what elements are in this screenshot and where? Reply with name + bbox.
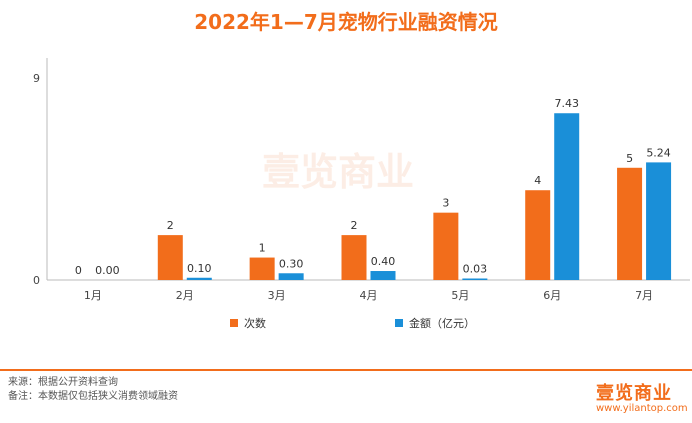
legend-label-0: 次数: [244, 316, 266, 330]
data-label-1-0: 0.00: [95, 264, 120, 277]
brand-logo: 壹览商业: [596, 383, 672, 404]
watermark: 壹览商业: [262, 150, 414, 194]
bar-0-1: [157, 235, 183, 280]
bar-1-3: [370, 271, 396, 280]
x-tick-label-5: 6月: [543, 289, 561, 302]
legend-swatch-0: [230, 319, 238, 327]
bar-0-2: [249, 257, 275, 280]
bar-0-5: [525, 190, 551, 280]
x-tick-label-4: 5月: [451, 289, 469, 302]
data-label-0-0: 0: [75, 264, 82, 277]
x-tick-label-3: 4月: [360, 289, 378, 302]
chart-title: 2022年1—7月宠物行业融资情况: [194, 10, 498, 34]
y-tick-label-1: 9: [33, 72, 40, 85]
bar-1-6: [646, 162, 672, 280]
x-tick-label-2: 3月: [268, 289, 286, 302]
bar-0-4: [433, 212, 459, 280]
data-label-1-5: 7.43: [554, 97, 579, 110]
x-tick-label-0: 1月: [84, 289, 102, 302]
bar-1-4: [462, 278, 488, 280]
legend-label-1: 金额（亿元）: [409, 316, 475, 330]
bar-1-5: [554, 113, 580, 280]
remark-note: 备注：本数据仅包括狭义消费领域融资: [8, 391, 178, 402]
data-label-1-1: 0.10: [187, 262, 212, 275]
source-note: 来源：根据公开资料查询: [8, 377, 118, 388]
data-label-0-4: 3: [442, 197, 449, 210]
bar-0-6: [617, 167, 643, 280]
data-label-0-5: 4: [534, 174, 541, 187]
brand-url[interactable]: www.yilantop.com: [596, 403, 688, 414]
data-label-1-2: 0.30: [279, 257, 304, 270]
footer-divider: [0, 369, 692, 371]
bar-1-2: [278, 273, 304, 280]
data-label-1-6: 5.24: [646, 146, 671, 159]
y-tick-label-0: 0: [33, 274, 40, 287]
data-label-0-2: 1: [259, 242, 266, 255]
footer-notes: 来源：根据公开资料查询 备注：本数据仅包括狭义消费领域融资: [8, 376, 178, 404]
x-tick-label-1: 2月: [176, 289, 194, 302]
data-label-1-4: 0.03: [463, 263, 488, 276]
data-label-0-3: 2: [351, 219, 358, 232]
bar-1-1: [186, 277, 212, 280]
data-label-1-3: 0.40: [371, 255, 396, 268]
x-tick-label-6: 7月: [635, 289, 653, 302]
bar-0-3: [341, 235, 367, 280]
data-label-0-6: 5: [626, 152, 633, 165]
legend-swatch-1: [395, 319, 403, 327]
data-label-0-1: 2: [167, 219, 174, 232]
